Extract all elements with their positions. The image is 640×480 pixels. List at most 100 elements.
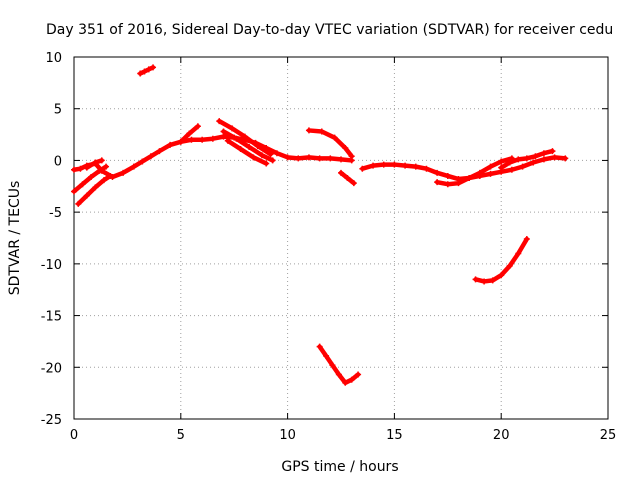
data-point bbox=[549, 148, 556, 155]
data-point bbox=[316, 155, 323, 162]
data-point bbox=[530, 159, 537, 166]
data-point bbox=[338, 156, 344, 163]
data-point bbox=[342, 379, 349, 386]
data-point bbox=[498, 164, 505, 171]
data-point bbox=[506, 262, 513, 269]
data-point bbox=[344, 175, 351, 182]
series-lower-middle-curve bbox=[316, 343, 362, 386]
data-point bbox=[481, 278, 488, 285]
data-point bbox=[329, 362, 336, 369]
data-point bbox=[350, 180, 357, 187]
data-point bbox=[269, 157, 276, 164]
x-tick-label: 0 bbox=[70, 428, 78, 443]
data-point bbox=[267, 151, 274, 158]
data-point bbox=[523, 155, 530, 162]
data-point bbox=[156, 148, 163, 155]
data-point bbox=[338, 169, 344, 176]
data-point bbox=[83, 192, 90, 199]
data-point bbox=[318, 128, 325, 135]
x-tick-label: 20 bbox=[493, 428, 510, 443]
data-point bbox=[551, 154, 558, 161]
data-point bbox=[71, 188, 77, 195]
y-tick-label: 0 bbox=[54, 154, 62, 169]
data-point bbox=[323, 352, 330, 359]
y-tick-label: 5 bbox=[54, 103, 62, 118]
series-line bbox=[306, 128, 354, 159]
series-line bbox=[225, 138, 269, 166]
data-point bbox=[229, 125, 236, 132]
data-point bbox=[246, 143, 253, 150]
x-tick-labels: 0 5 10 15 20 25 bbox=[70, 428, 616, 443]
data-point bbox=[98, 157, 105, 164]
data-point bbox=[284, 154, 291, 161]
y-tick-label: -15 bbox=[41, 310, 62, 325]
data-point bbox=[258, 152, 265, 159]
data-point bbox=[487, 170, 494, 177]
data-point bbox=[487, 163, 494, 170]
series-midday-arc bbox=[305, 127, 355, 160]
data-point bbox=[194, 123, 201, 130]
y-tick-label: -20 bbox=[41, 361, 62, 376]
series-early-branch-a bbox=[71, 163, 110, 195]
data-point bbox=[519, 163, 526, 170]
data-point bbox=[254, 142, 261, 149]
y-tick-labels: 10 5 0 -5 -10 -15 -20 -25 bbox=[41, 51, 62, 428]
data-point bbox=[233, 135, 240, 142]
data-point bbox=[96, 167, 103, 174]
data-point bbox=[412, 163, 419, 170]
data-point bbox=[83, 164, 90, 171]
series-right-arc bbox=[498, 148, 556, 171]
data-point bbox=[515, 156, 522, 163]
series-line bbox=[360, 155, 568, 182]
data-point bbox=[562, 155, 569, 162]
chart-title: Day 351 of 2016, Sidereal Day-to-day VTE… bbox=[46, 22, 613, 38]
data-point bbox=[167, 141, 174, 148]
y-tick-label: -5 bbox=[49, 206, 62, 221]
data-point bbox=[88, 173, 95, 180]
y-tick-label: -25 bbox=[41, 413, 62, 428]
data-point bbox=[273, 150, 280, 157]
data-point bbox=[237, 146, 244, 153]
data-point bbox=[305, 154, 312, 161]
data-point bbox=[150, 64, 157, 71]
data-point bbox=[370, 162, 377, 169]
series-line bbox=[137, 65, 156, 76]
data-point bbox=[348, 153, 355, 160]
x-axis-label: GPS time / hours bbox=[281, 459, 398, 475]
plot-frame bbox=[73, 56, 609, 420]
data-point bbox=[355, 371, 362, 378]
series-early-branch-c bbox=[83, 157, 105, 171]
data-point bbox=[263, 160, 270, 167]
data-point bbox=[331, 134, 338, 141]
data-point bbox=[130, 163, 137, 170]
data-point bbox=[216, 118, 223, 125]
series bbox=[71, 64, 569, 386]
data-point bbox=[498, 158, 505, 165]
data-point bbox=[75, 200, 82, 207]
series-right-sub-trace bbox=[434, 155, 515, 188]
data-point bbox=[139, 158, 146, 165]
data-point bbox=[327, 155, 334, 162]
data-point bbox=[224, 137, 231, 144]
data-point bbox=[489, 277, 496, 284]
data-point bbox=[348, 376, 355, 383]
series-early-branch-b bbox=[75, 172, 114, 207]
data-point bbox=[540, 150, 547, 157]
data-point bbox=[199, 136, 206, 143]
data-point bbox=[177, 138, 184, 145]
data-point bbox=[92, 159, 99, 166]
data-point bbox=[186, 130, 193, 137]
data-point bbox=[145, 66, 152, 73]
data-point bbox=[77, 165, 84, 172]
data-point bbox=[100, 177, 107, 184]
series-main-trace-right bbox=[359, 154, 569, 183]
data-point bbox=[147, 153, 154, 160]
data-point bbox=[515, 250, 522, 257]
data-point bbox=[523, 236, 530, 243]
series-lower-right-curve bbox=[472, 236, 530, 285]
x-tick-label: 15 bbox=[386, 428, 403, 443]
data-point bbox=[335, 371, 342, 378]
series-hump-arc-d bbox=[224, 137, 270, 167]
ticks bbox=[73, 56, 609, 420]
